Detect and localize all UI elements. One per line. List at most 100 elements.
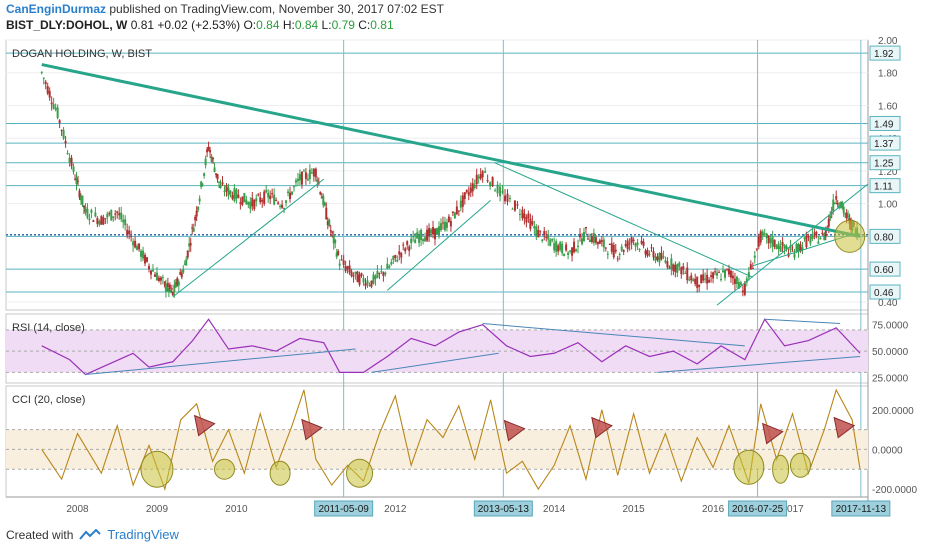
candle-down <box>400 252 403 258</box>
cci-tick-label: -200.0000 <box>872 485 917 496</box>
candle-up <box>662 256 665 258</box>
candle-up <box>183 263 186 265</box>
candle-up <box>561 243 564 254</box>
candle-down <box>731 275 734 279</box>
candle-down <box>632 239 635 242</box>
cci-oversold-highlight <box>733 449 765 485</box>
candle-up <box>670 258 673 269</box>
candle-down <box>557 245 560 252</box>
price-level-label: 1.11 <box>874 182 893 193</box>
candle-up <box>285 200 288 203</box>
candle-down <box>216 174 219 180</box>
candle-up <box>745 278 748 283</box>
candle-up <box>582 232 585 242</box>
candle-up <box>765 233 768 239</box>
candle-down <box>543 231 546 236</box>
candle-up <box>654 256 657 261</box>
candle-down <box>300 171 303 185</box>
candle-down <box>743 283 746 295</box>
date-marker-box <box>728 500 788 517</box>
candle-down <box>426 229 429 241</box>
candle-up <box>72 166 75 172</box>
candle-down <box>491 176 494 186</box>
candle-down <box>428 228 431 237</box>
candle-down <box>741 290 744 293</box>
cci-tick-label: 0.0000 <box>872 445 903 456</box>
candle-up <box>844 213 847 215</box>
candle-up <box>535 226 538 236</box>
candle-up <box>823 233 826 241</box>
candle-up <box>165 289 168 291</box>
rsi-trendline <box>482 323 745 347</box>
candle-up <box>112 216 115 218</box>
candle-up <box>555 241 558 252</box>
price-level-box <box>869 178 901 194</box>
candle-up <box>110 209 113 221</box>
candle-down <box>749 264 752 270</box>
candle-down <box>759 231 762 243</box>
candle-down <box>356 271 359 283</box>
candle-up <box>122 219 125 223</box>
candle-up <box>75 177 78 185</box>
candle-up <box>618 254 621 256</box>
candle-down <box>271 193 274 195</box>
candle-down <box>791 250 794 252</box>
candle-down <box>628 243 631 245</box>
symbol-name: BIST_DLY:DOHOL, W <box>6 18 128 32</box>
price-level-label: 1.25 <box>874 159 894 170</box>
candle-down <box>805 235 808 248</box>
price-level-label: 1.37 <box>874 139 894 150</box>
rsi-trendline <box>371 352 499 373</box>
cci-sell-triangle <box>193 414 216 437</box>
candle-up <box>213 167 216 173</box>
price-level-label: 1.92 <box>874 49 894 60</box>
candle-down <box>610 243 613 252</box>
candle-down <box>463 192 466 200</box>
price-pane-title: DOGAN HOLDING, W, BIST <box>12 48 152 60</box>
candle-down <box>166 283 169 287</box>
candle-down <box>325 207 328 220</box>
candle-down <box>447 216 450 223</box>
cci-oversold-highlight <box>269 460 291 486</box>
candle-up <box>188 243 191 247</box>
candle-down <box>672 264 675 272</box>
candle-down <box>781 242 784 246</box>
candle-down <box>102 217 105 225</box>
candle-down <box>660 252 663 260</box>
tradingview-brand[interactable]: TradingView <box>107 527 179 542</box>
candle-up <box>779 246 782 252</box>
candle-up <box>416 232 419 239</box>
trendline <box>172 178 325 298</box>
candle-up <box>592 233 595 243</box>
time-tick-label: 2008 <box>66 504 89 515</box>
candle-down <box>342 260 345 265</box>
candle-up <box>793 253 796 258</box>
candle-up <box>267 192 270 198</box>
candle-down <box>656 256 659 260</box>
rsi-line <box>41 318 861 376</box>
candle-up <box>265 190 268 193</box>
candle-up <box>459 200 462 208</box>
candle-up <box>227 187 230 196</box>
candle-down <box>527 213 530 219</box>
candle-up <box>577 245 580 247</box>
candle-down <box>449 221 452 227</box>
candle-up <box>769 238 772 244</box>
candle-down <box>682 266 685 270</box>
candle-up <box>634 243 637 247</box>
close-label: C: <box>358 18 371 32</box>
candle-down <box>263 191 266 205</box>
candle-down <box>320 196 323 199</box>
candle-up <box>219 184 222 189</box>
author-link[interactable]: CanEnginDurmaz <box>6 2 107 16</box>
candle-down <box>189 243 192 246</box>
candle-down <box>525 217 528 223</box>
candle-up <box>688 279 691 281</box>
candle-down <box>573 241 576 253</box>
candle-up <box>210 156 213 162</box>
candle-up <box>229 190 232 195</box>
candle-down <box>698 284 701 287</box>
candle-up <box>372 274 375 284</box>
candle-down <box>702 274 705 281</box>
